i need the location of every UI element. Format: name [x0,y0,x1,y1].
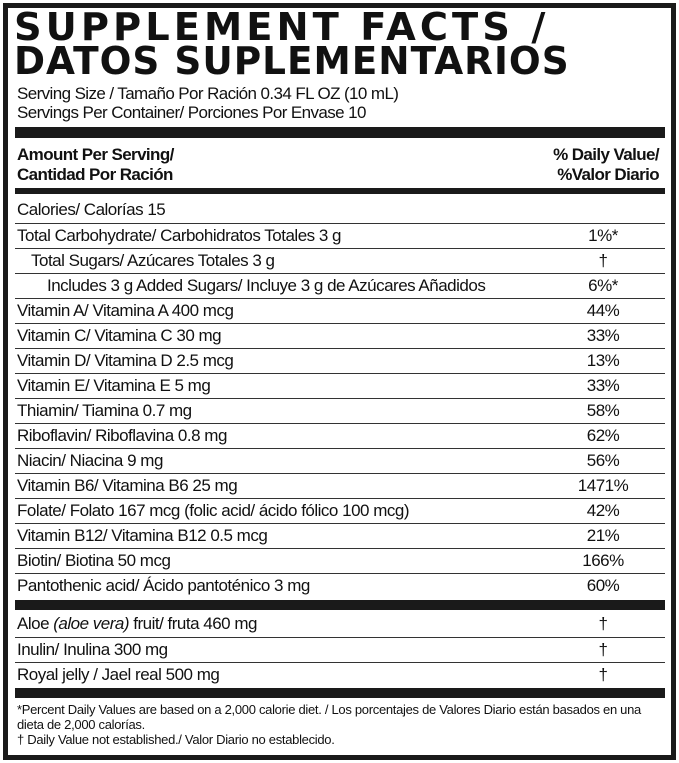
nutrient-row: Vitamin B6/ Vitamina B6 25 mg 1471% [15,473,665,498]
ingredient-daily-value: † [598,614,608,633]
nutrient-label: Vitamin A/ Vitamina A 400 mcg [17,301,234,320]
nutrient-row: Total Carbohydrate/ Carbohidratos Totale… [15,223,665,248]
nutrient-daily-value: 44% [586,301,620,320]
divider-medium [15,188,665,194]
nutrient-label: Vitamin D/ Vitamina D 2.5 mcg [17,351,234,370]
dv-header-line2: %Valor Diario [557,165,659,184]
nutrient-daily-value: 33% [586,326,620,345]
nutrient-label: Calories/ Calorías 15 [17,200,166,219]
nutrient-row: Vitamin B12/ Vitamina B12 0.5 mcg 21% [15,523,665,548]
nutrient-row: Biotin/ Biotina 50 mcg 166% [15,548,665,573]
nutrient-row: Riboflavin/ Riboflavina 0.8 mg 62% [15,423,665,448]
ingredient-row: Inulin/ Inulina 300 mg † [15,637,665,662]
dv-header-line1: % Daily Value/ [553,145,660,164]
ingredient-name: Aloe [17,614,54,633]
nutrient-label: Vitamin B6/ Vitamina B6 25 mg [17,476,238,495]
nutrient-row: Vitamin D/ Vitamina D 2.5 mcg 13% [15,348,665,373]
nutrient-row: Vitamin C/ Vitamina C 30 mg 33% [15,323,665,348]
nutrient-daily-value: 33% [586,376,620,395]
nutrient-label: Total Carbohydrate/ Carbohidratos Totale… [17,226,342,245]
ingredient-daily-value: † [598,640,608,659]
nutrient-row: Calories/ Calorías 15 [15,198,665,223]
footnote-dagger: † Daily Value not established./ Valor Di… [17,732,335,747]
label-border [3,3,676,760]
ingredient-latin-name: (aloe vera) [53,614,130,633]
serving-size: Serving Size / Tamaño Por Ración 0.34 FL… [17,84,399,103]
nutrient-label: Riboflavin/ Riboflavina 0.8 mg [17,426,227,445]
servings-per-container: Servings Per Container/ Porciones Por En… [17,103,366,122]
nutrient-row: Thiamin/ Tiamina 0.7 mg 58% [15,398,665,423]
nutrient-label: Vitamin B12/ Vitamina B12 0.5 mcg [17,526,268,545]
nutrient-label: Thiamin/ Tiamina 0.7 mg [17,401,192,420]
nutrient-daily-value: 60% [586,576,620,595]
footnote-percent: *Percent Daily Values are based on a 2,0… [17,702,641,732]
ingredient-name: Royal jelly / Jael real 500 mg [17,665,220,684]
nutrient-row: Vitamin A/ Vitamina A 400 mcg 44% [15,298,665,323]
ingredient-label: Royal jelly / Jael real 500 mg [17,663,220,686]
nutrient-daily-value: 42% [586,501,620,520]
nutrient-label: Pantothenic acid/ Ácido pantoténico 3 mg [17,576,310,595]
nutrient-label: Biotin/ Biotina 50 mcg [17,551,171,570]
nutrient-daily-value: 1471% [577,476,629,495]
nutrient-daily-value: 6%* [588,276,618,295]
ingredient-label: Aloe (aloe vera) fruit/ fruta 460 mg [17,612,257,635]
nutrient-daily-value: 62% [586,426,620,445]
nutrient-daily-value: 21% [586,526,620,545]
nutrient-row: Includes 3 g Added Sugars/ Incluye 3 g d… [15,273,665,298]
ingredient-amount: fruit/ fruta 460 mg [129,614,257,633]
amount-header-line2: Cantidad Por Ración [17,165,173,184]
amount-header-line1: Amount Per Serving/ [17,145,174,164]
nutrient-label: Vitamin C/ Vitamina C 30 mg [17,326,222,345]
nutrient-label: Folate/ Folato 167 mcg (folic acid/ ácid… [17,501,409,520]
nutrient-daily-value: 58% [586,401,620,420]
nutrient-daily-value: 56% [586,451,620,470]
dv-header: % Daily Value/ %Valor Diario [553,145,660,185]
nutrient-label: Total Sugars/ Azúcares Totales 3 g [31,251,275,270]
nutrient-daily-value: 13% [586,351,620,370]
ingredient-daily-value: † [598,665,608,684]
ingredient-row: Aloe (aloe vera) fruit/ fruta 460 mg † [15,612,665,637]
ingredient-label: Inulin/ Inulina 300 mg [17,638,168,661]
nutrient-daily-value: 166% [582,551,624,570]
nutrient-daily-value: † [598,251,608,270]
nutrient-row: Pantothenic acid/ Ácido pantoténico 3 mg… [15,573,665,598]
title-line-2: DATOS SUPLEMENTARIOS [14,39,570,83]
title-line-1: SUPPLEMENT FACTS / [14,5,550,49]
divider-thick [15,127,665,138]
nutrient-daily-value: 1%* [588,226,618,245]
nutrient-label: Niacin/ Niacina 9 mg [17,451,163,470]
nutrient-row: Vitamin E/ Vitamina E 5 mg 33% [15,373,665,398]
ingredient-row: Royal jelly / Jael real 500 mg † [15,662,665,687]
divider-thick [15,688,665,698]
amount-header: Amount Per Serving/ Cantidad Por Ración [17,145,174,185]
nutrient-label: Includes 3 g Added Sugars/ Incluye 3 g d… [47,276,486,295]
nutrient-label: Vitamin E/ Vitamina E 5 mg [17,376,211,395]
nutrient-row: Total Sugars/ Azúcares Totales 3 g † [15,248,665,273]
divider-thick [15,600,665,610]
nutrient-row: Niacin/ Niacina 9 mg 56% [15,448,665,473]
ingredient-name: Inulin/ Inulina 300 mg [17,640,168,659]
nutrient-row: Folate/ Folato 167 mcg (folic acid/ ácid… [15,498,665,523]
